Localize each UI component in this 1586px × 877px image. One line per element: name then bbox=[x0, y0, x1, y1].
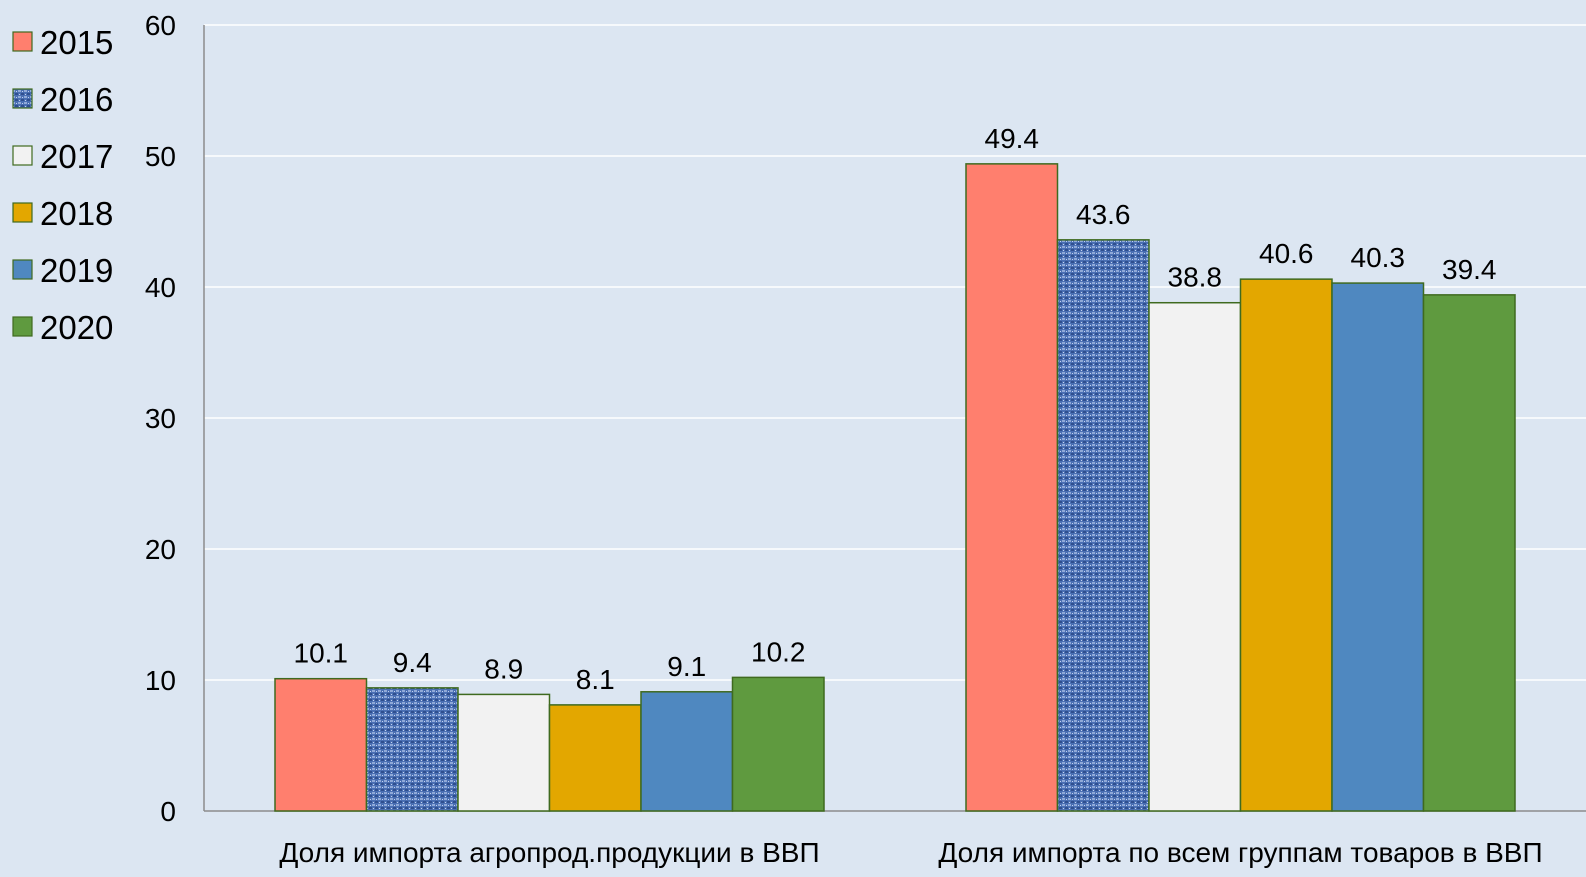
bar-2018-cat-0 bbox=[548, 704, 642, 812]
legend-label-2019: 2019 bbox=[40, 252, 113, 289]
data-label: 38.8 bbox=[1168, 262, 1223, 293]
data-label: 39.4 bbox=[1442, 254, 1497, 285]
bar-2019-cat-1 bbox=[1331, 282, 1425, 812]
bar-2015-cat-1 bbox=[965, 163, 1059, 812]
data-label: 43.6 bbox=[1076, 199, 1131, 230]
data-label: 9.4 bbox=[393, 647, 432, 678]
legend-swatch-2018 bbox=[12, 202, 33, 223]
y-tick-label: 40 bbox=[145, 272, 176, 303]
legend-label-2017: 2017 bbox=[40, 138, 113, 175]
y-tick-label: 50 bbox=[145, 141, 176, 172]
data-label: 9.1 bbox=[667, 651, 706, 682]
bar-2020-cat-1 bbox=[1422, 294, 1516, 812]
data-label: 40.6 bbox=[1259, 238, 1314, 269]
data-label: 40.3 bbox=[1351, 242, 1406, 273]
y-tick-label: 0 bbox=[160, 796, 176, 827]
bar-2020-cat-0 bbox=[731, 676, 825, 812]
bar-2018-cat-1 bbox=[1239, 278, 1333, 812]
axes: 0 10 20 30 40 50 60 Доля импорта агропрод.проду… bbox=[145, 10, 1586, 868]
data-label: 8.1 bbox=[576, 664, 615, 695]
data-label: 10.2 bbox=[751, 636, 806, 667]
y-tick-label: 10 bbox=[145, 665, 176, 696]
legend-swatch-2016 bbox=[12, 88, 33, 109]
y-tick-label: 60 bbox=[145, 10, 176, 41]
legend-swatch-2019 bbox=[12, 259, 33, 280]
data-label: 49.4 bbox=[985, 123, 1040, 154]
bar-2016-cat-1 bbox=[1056, 239, 1150, 812]
y-tick-label: 20 bbox=[145, 534, 176, 565]
bar-2015-cat-0 bbox=[274, 677, 368, 812]
legend-label-2015: 2015 bbox=[40, 24, 113, 61]
bar-2019-cat-0 bbox=[640, 691, 734, 812]
data-label: 10.1 bbox=[294, 638, 349, 669]
legend: 2015 2016 2017 2018 2019 2020 bbox=[12, 24, 113, 346]
bar-2017-cat-1 bbox=[1148, 301, 1242, 812]
y-tick-label: 30 bbox=[145, 403, 176, 434]
legend-swatch-2020 bbox=[12, 316, 33, 337]
legend-label-2016: 2016 bbox=[40, 81, 113, 118]
legend-swatch-2017 bbox=[12, 145, 33, 166]
bars bbox=[274, 163, 1516, 812]
data-labels: 10.1 9.4 8.9 8.1 9.1 10.2 49.4 43.6 38.8 40.6 40.3… bbox=[294, 123, 1497, 695]
x-category-label: Доля импорта по всем группам товаров в В… bbox=[938, 837, 1542, 868]
legend-label-2018: 2018 bbox=[40, 195, 113, 232]
legend-swatch-2015 bbox=[12, 31, 33, 52]
bar-2016-cat-0 bbox=[365, 687, 459, 812]
legend-label-2020: 2020 bbox=[40, 309, 113, 346]
data-label: 8.9 bbox=[484, 653, 523, 684]
x-category-label: Доля импорта агропрод.продукции в ВВП bbox=[279, 837, 819, 868]
bar-2017-cat-0 bbox=[457, 693, 551, 812]
